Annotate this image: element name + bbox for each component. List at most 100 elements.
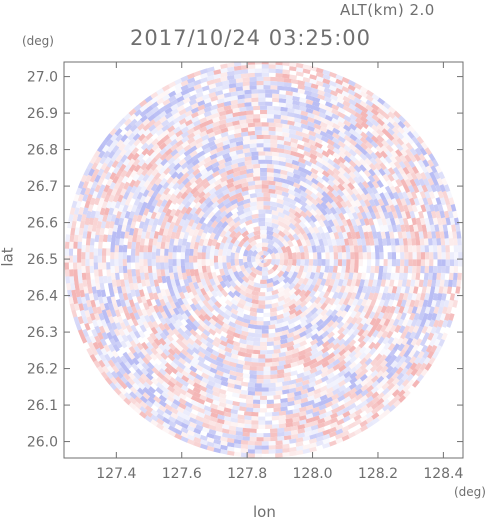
radar-cell [271, 289, 279, 296]
radar-cell [329, 259, 334, 267]
radar-cell [226, 437, 235, 444]
radar-cell [400, 224, 406, 233]
radar-cell [331, 137, 341, 145]
radar-cell [234, 319, 243, 326]
radar-cell [232, 332, 241, 339]
radar-cell [132, 275, 138, 284]
radar-cell [353, 345, 362, 354]
radar-cell [116, 334, 124, 343]
radar-cell [381, 330, 389, 339]
radar-cell [150, 101, 159, 109]
radar-cell [261, 68, 270, 73]
radar-cell [230, 198, 239, 206]
radar-cell [326, 225, 333, 234]
radar-cell [210, 108, 219, 115]
radar-cell [330, 99, 339, 106]
radar-cell [372, 279, 378, 288]
radar-cell [177, 362, 186, 370]
radar-cell [373, 238, 379, 246]
radar-cell [304, 327, 313, 335]
radar-cell [211, 166, 220, 173]
radar-cell [300, 123, 309, 130]
radar-cell [282, 228, 291, 237]
radar-cell [318, 290, 326, 299]
radar-cell [305, 179, 314, 187]
radar-cell [154, 152, 163, 161]
radar-cell [77, 241, 82, 249]
radar-cell [175, 144, 184, 153]
radar-cell [326, 190, 335, 199]
radar-cell [287, 252, 293, 260]
radar-cell [403, 184, 411, 194]
radar-cell [224, 346, 233, 353]
radar-cell [242, 85, 251, 91]
radar-cell [211, 161, 220, 169]
radar-cell [343, 134, 352, 143]
radar-cell [337, 338, 346, 347]
radar-cell [141, 362, 150, 371]
radar-cell [268, 188, 276, 194]
radar-cell [255, 253, 261, 260]
radar-cell [237, 359, 246, 366]
radar-cell [147, 386, 156, 394]
radar-cell [172, 352, 181, 361]
radar-cell [218, 388, 227, 395]
radar-cell [124, 299, 131, 308]
radar-cell [106, 187, 114, 196]
radar-cell [282, 196, 291, 203]
radar-cell [324, 114, 334, 122]
radar-cell [193, 293, 201, 302]
radar-cell [441, 217, 447, 226]
radar-cell [359, 379, 369, 387]
radar-cell [127, 269, 132, 277]
radar-cell [263, 262, 270, 268]
radar-cell [209, 295, 218, 304]
radar-cell [357, 285, 364, 294]
radar-cell [376, 375, 385, 384]
radar-cell [297, 345, 306, 352]
radar-cell [420, 265, 425, 274]
radar-cell [180, 384, 189, 392]
radar-cell [73, 316, 80, 325]
radar-cell [338, 348, 347, 357]
radar-cell [332, 218, 340, 227]
radar-cell [155, 326, 163, 335]
radar-cell [114, 217, 120, 226]
radar-cell [206, 205, 215, 214]
radar-cell [393, 161, 402, 170]
radar-cell [65, 234, 71, 242]
radar-cell [199, 121, 208, 129]
radar-cell [359, 311, 367, 320]
radar-cell [333, 157, 342, 166]
radar-cell [220, 131, 229, 138]
radar-cell [78, 206, 85, 215]
radar-cell [216, 106, 225, 113]
radar-cell [321, 319, 330, 328]
radar-cell [180, 436, 189, 443]
radar-cell [325, 382, 334, 390]
radar-cell [300, 238, 307, 247]
radar-cell [181, 338, 190, 346]
radar-cell [118, 117, 127, 126]
radar-cell [273, 110, 282, 116]
radar-cell [209, 232, 216, 240]
radar-cell [397, 120, 406, 129]
radar-cell [308, 139, 317, 146]
radar-cell [144, 238, 150, 246]
radar-cell [172, 258, 177, 267]
radar-cell [271, 302, 279, 309]
radar-cell [115, 299, 122, 308]
radar-cell [201, 138, 210, 146]
radar-cell [180, 244, 186, 253]
radar-cell [228, 361, 237, 368]
radar-cell [109, 328, 116, 337]
radar-cell [247, 440, 255, 446]
radar-cell [82, 279, 88, 287]
radar-cell [128, 108, 137, 116]
radar-cell [157, 205, 165, 214]
radar-cell [150, 96, 159, 104]
radar-cell [170, 148, 179, 157]
radar-cell [310, 424, 319, 431]
radar-cell [428, 217, 435, 226]
radar-cell [280, 106, 289, 112]
